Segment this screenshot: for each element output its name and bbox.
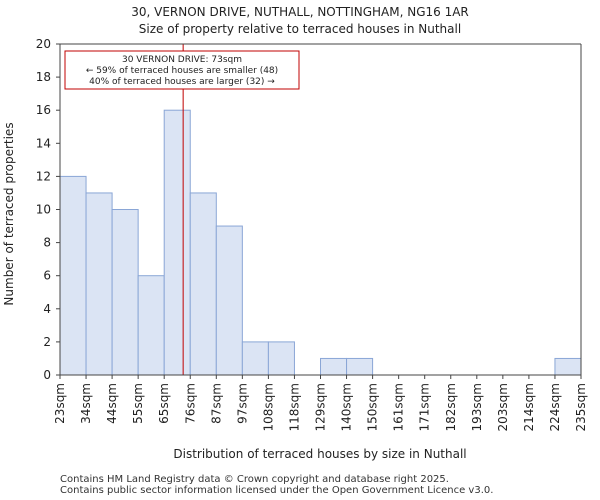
bar-129sqm: [320, 357, 348, 376]
y-tick-label: 12: [36, 169, 51, 183]
y-tick-label: 0: [43, 368, 51, 382]
x-tick-label: 87sqm: [209, 383, 223, 424]
bar-224sqm: [554, 357, 582, 376]
x-tick-label: 224sqm: [548, 383, 562, 431]
bar-76sqm: [189, 192, 217, 376]
x-tick-label: 23sqm: [53, 383, 67, 424]
x-tick-label: 182sqm: [444, 383, 458, 431]
y-tick-label: 10: [36, 203, 51, 217]
x-tick-label: 140sqm: [340, 383, 354, 431]
x-tick-label: 76sqm: [183, 383, 197, 424]
x-tick-label: 150sqm: [366, 383, 380, 431]
y-tick-label: 4: [43, 302, 51, 316]
x-tick-label: 65sqm: [157, 383, 171, 424]
chart-subtitle: Size of property relative to terraced ho…: [139, 22, 461, 36]
annotation-line-3: 40% of terraced houses are larger (32) →: [89, 77, 275, 87]
x-tick-label: 97sqm: [235, 383, 249, 424]
bar-108sqm: [267, 341, 295, 376]
y-tick-label: 20: [36, 37, 51, 51]
y-tick-label: 2: [43, 335, 51, 349]
footer-line-2: Contains public sector information licen…: [60, 485, 494, 496]
bar-23sqm: [59, 175, 87, 376]
x-tick-label: 161sqm: [392, 383, 406, 431]
y-axis-label: Number of terraced properties: [2, 122, 16, 305]
annotation-box: 30 VERNON DRIVE: 73sqm ← 59% of terraced…: [64, 50, 300, 90]
x-tick-label: 108sqm: [261, 383, 275, 431]
x-tick-label: 235sqm: [574, 383, 588, 431]
bar-34sqm: [85, 192, 113, 376]
x-tick-label: 44sqm: [105, 383, 119, 424]
bar-44sqm: [111, 209, 139, 376]
x-tick-label: 55sqm: [131, 383, 145, 424]
x-tick-label: 203sqm: [496, 383, 510, 431]
footer-line-1: Contains HM Land Registry data © Crown c…: [60, 474, 449, 485]
axes-group: 0 2 4 6 8 10 12 14 16 18 20 23sqm 34sqm 44sqm 55sqm 65s…: [36, 37, 588, 431]
y-tick-label: 8: [43, 236, 51, 250]
x-axis-label: Distribution of terraced houses by size …: [173, 447, 466, 461]
bar-97sqm: [241, 341, 269, 376]
x-tick-label: 129sqm: [314, 383, 328, 431]
bar-55sqm: [137, 275, 165, 376]
x-tick-label: 118sqm: [287, 383, 301, 431]
chart-title: 30, VERNON DRIVE, NUTHALL, NOTTINGHAM, N…: [131, 5, 469, 19]
y-tick-label: 18: [36, 70, 51, 84]
x-tick-label: 34sqm: [79, 383, 93, 424]
annotation-line-2: ← 59% of terraced houses are smaller (48…: [86, 66, 278, 76]
bar-140sqm: [346, 357, 374, 376]
x-tick-label: 171sqm: [418, 383, 432, 431]
bars-group: [59, 109, 582, 376]
x-tick-label: 214sqm: [522, 383, 536, 431]
x-tick-label: 193sqm: [470, 383, 484, 431]
bar-65sqm: [163, 109, 191, 376]
y-tick-label: 6: [43, 269, 51, 283]
footer-attribution: Contains HM Land Registry data © Crown c…: [60, 474, 493, 496]
annotation-line-1: 30 VERNON DRIVE: 73sqm: [122, 55, 242, 65]
y-tick-label: 16: [36, 103, 51, 117]
bar-87sqm: [215, 225, 243, 376]
y-tick-label: 14: [36, 136, 51, 150]
